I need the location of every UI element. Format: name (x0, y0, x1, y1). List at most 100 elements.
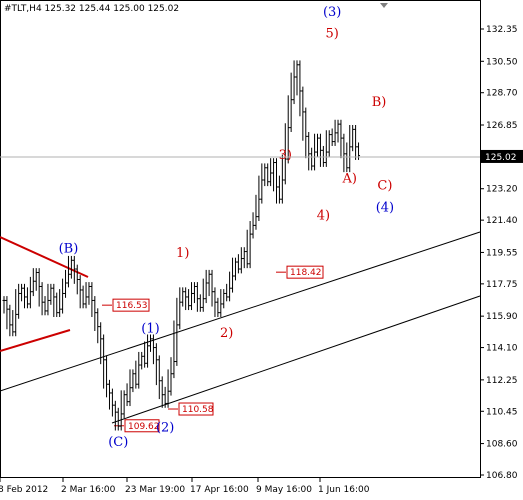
ohlc-bar (313, 133, 317, 171)
ohlc-bar (304, 107, 308, 159)
ohlc-bar (113, 400, 117, 431)
ohlc-bar (233, 257, 237, 281)
y-tick-label: 128.70 (486, 89, 518, 99)
ohlc-bar (225, 283, 229, 302)
ohlc-bar (125, 383, 129, 407)
ohlc-bar (5, 296, 9, 330)
y-tick-label: 119.55 (486, 248, 518, 258)
ohlc-bar (254, 194, 258, 230)
trend-lines (0, 231, 481, 424)
ohlc-bar (69, 255, 73, 279)
ohlc-bar (52, 283, 56, 318)
ohlc-bar (90, 282, 94, 318)
ohlc-bar (339, 119, 343, 159)
channel-line-upper (0, 231, 481, 392)
level-label: 116.53 (116, 301, 148, 311)
x-tick-label: 8 Feb 2012 (0, 485, 48, 495)
y-tick-label: 106.80 (486, 471, 518, 481)
ohlc-bar (266, 163, 270, 187)
x-tick-label: 9 May 16:00 (256, 485, 312, 495)
ohlc-bar (99, 322, 103, 365)
ohlc-bar (116, 407, 120, 431)
wave-label: (1) (141, 322, 159, 337)
level-label: 118.42 (290, 268, 322, 278)
x-tick-label: 2 Mar 16:00 (61, 485, 116, 495)
ohlc-bar (169, 357, 173, 396)
ohlc-bar (336, 119, 340, 143)
wave-label: (B) (59, 241, 79, 256)
wave-label: (4) (376, 200, 394, 215)
ohlc-bar (348, 125, 352, 173)
ohlc-bar (166, 369, 170, 408)
ohlc-bar (146, 334, 150, 368)
ohlc-bar (239, 247, 243, 274)
ohlc-bar (2, 296, 6, 314)
ohlc-bar (245, 229, 249, 269)
x-axis: 8 Feb 2012 2 Mar 16:00 23 Mar 19:00 17 Apr … (0, 478, 370, 495)
ohlc-bar (204, 269, 208, 304)
wave-label: A) (342, 172, 357, 187)
ohlc-bar (58, 289, 62, 318)
ohlc-bars (2, 60, 361, 431)
wave-label: (C) (108, 435, 128, 450)
ohlc-bar (295, 60, 299, 96)
level-box (286, 265, 324, 279)
dropdown-triangle-icon[interactable] (380, 3, 388, 8)
ohlc-bar (66, 255, 70, 288)
level-box (112, 298, 150, 312)
ohlc-bar (14, 289, 18, 337)
ohlc-bar (292, 60, 296, 105)
y-tick-label: 114.10 (486, 344, 518, 354)
wave-label: 2) (220, 326, 233, 341)
ohlc-bar (23, 283, 27, 309)
y-tick-label: 110.45 (486, 407, 518, 417)
ohlc-bar (131, 369, 135, 393)
ohlc-bar (87, 282, 91, 305)
ohlc-bar (251, 212, 255, 239)
ohlc-bar (34, 268, 38, 291)
ohlc-bar (157, 355, 161, 400)
y-tick-label: 115.90 (486, 312, 518, 322)
ohlc-bar (160, 376, 164, 408)
ohlc-bar (198, 294, 202, 312)
ohlc-bar (119, 390, 123, 431)
ohlc-bar (236, 254, 240, 274)
ohlc-bar (61, 278, 65, 314)
level-box (178, 402, 214, 416)
x-tick-label: 1 Jun 16:00 (318, 485, 370, 495)
wave-label: 3) (279, 148, 292, 163)
ohlc-bar (40, 282, 44, 316)
ohlc-bar (137, 351, 141, 389)
ohlc-bar (190, 282, 194, 311)
wave-label: 1) (176, 246, 189, 261)
current-price-marker: 125.02 (0, 149, 523, 163)
wave-label: C) (377, 179, 392, 194)
current-price-box (481, 149, 523, 163)
ohlc-bar (84, 282, 88, 309)
ohlc-bar (216, 297, 220, 318)
ohlc-bar (310, 147, 314, 171)
ohlc-bar (107, 379, 111, 410)
y-tick-label: 112.25 (486, 376, 518, 386)
ohlc-bar (342, 133, 346, 173)
ohlc-bar (140, 351, 144, 370)
ohlc-bar (151, 334, 155, 365)
ohlc-bar (289, 72, 293, 132)
ohlc-bar (260, 163, 264, 204)
ohlc-bar (75, 264, 79, 295)
ohlc-bar (242, 247, 246, 269)
ohlc-bar (181, 287, 185, 307)
x-tick-label: 23 Mar 19:00 (125, 485, 185, 495)
ohlc-bar (49, 283, 53, 305)
ohlc-bar (307, 131, 311, 171)
ohlc-bar (78, 275, 82, 309)
ohlc-bar (55, 292, 59, 318)
ohlc-bar (316, 133, 320, 157)
wave-label: (2) (156, 420, 174, 435)
ohlc-bar (210, 269, 214, 307)
ohlc-bar (163, 386, 167, 408)
ohlc-bar (248, 221, 252, 269)
y-tick-label: 130.50 (486, 57, 518, 67)
